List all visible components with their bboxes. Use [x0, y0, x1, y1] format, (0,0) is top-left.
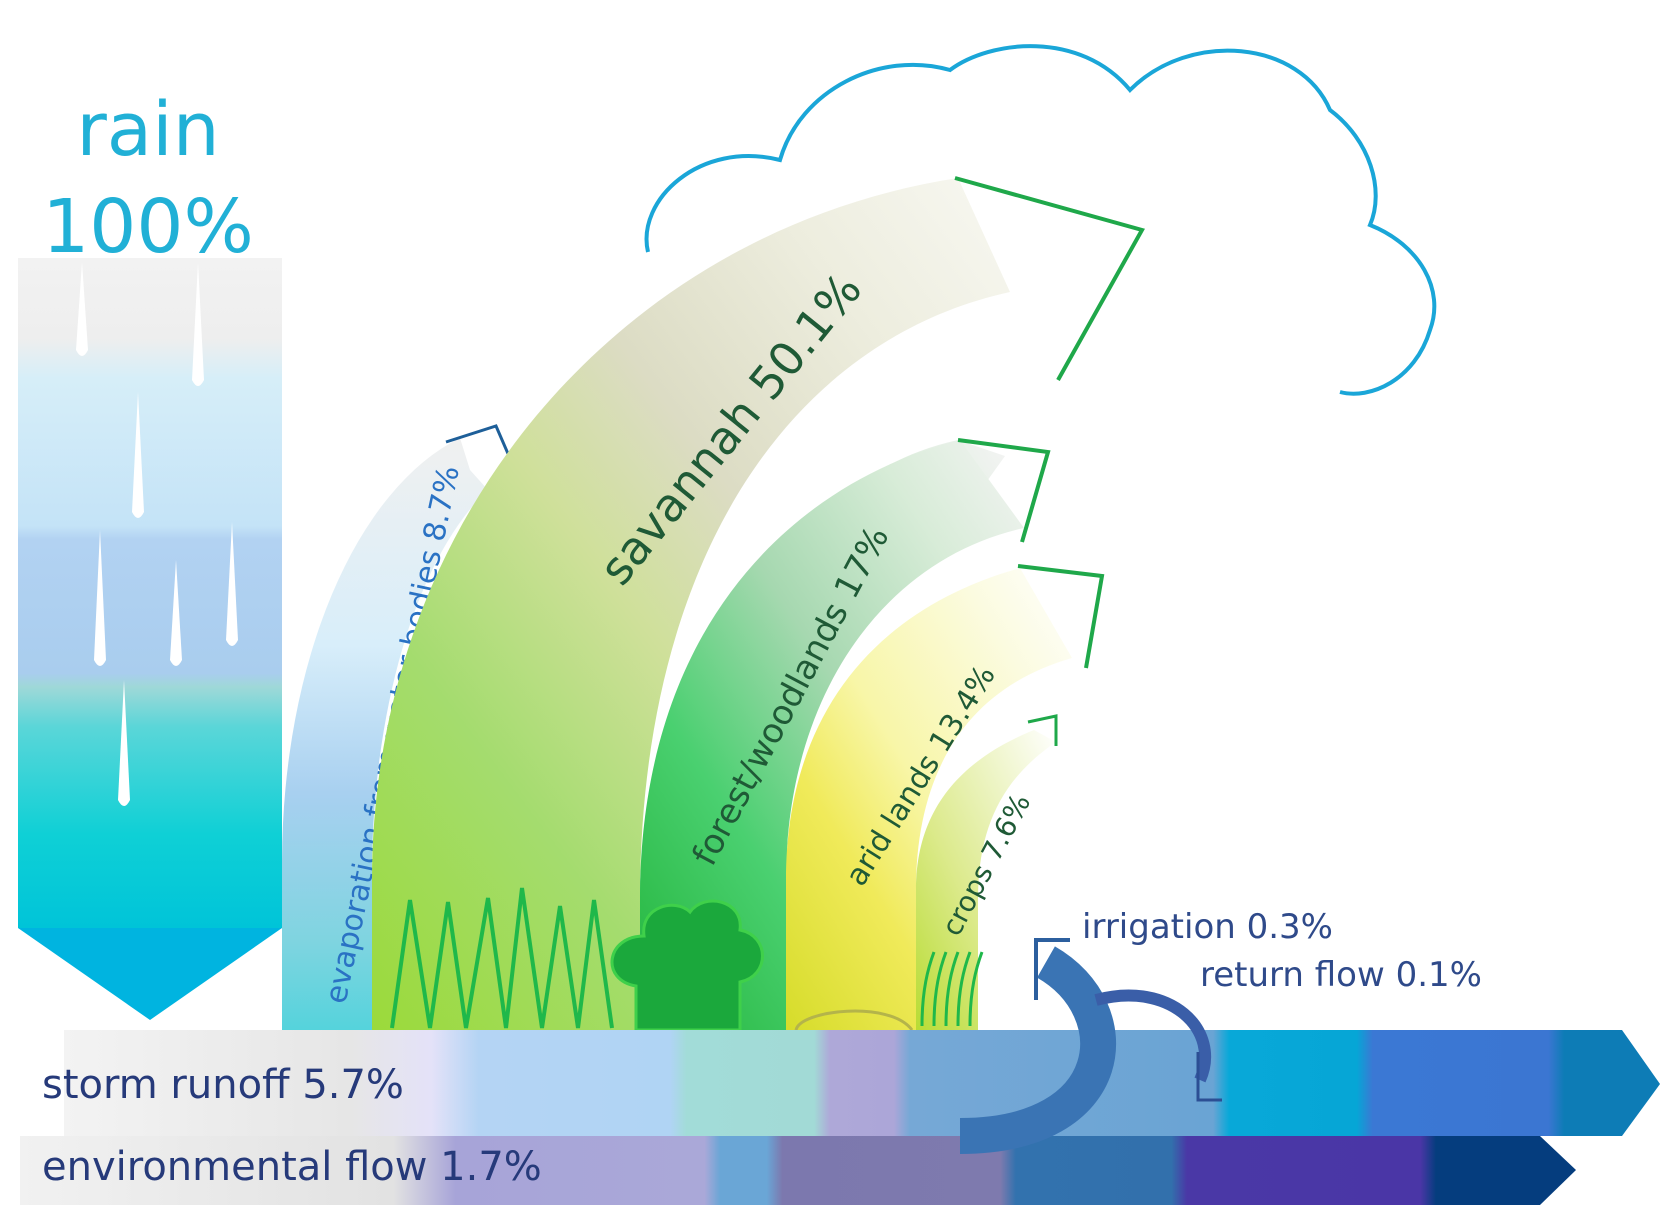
evaporation-band — [282, 438, 488, 1030]
rain-column — [18, 258, 282, 928]
return-flow-arrow-head — [1196, 1052, 1222, 1102]
storm-runoff-label: storm runoff 5.7% — [42, 1062, 404, 1108]
savannah-band — [372, 178, 1010, 1030]
crops-band — [916, 730, 1056, 1030]
forest-woodlands-band — [640, 440, 1024, 1030]
savannah-arrow-head — [954, 176, 1145, 381]
rain-column-arrow — [18, 928, 282, 1020]
irrigation-label: irrigation 0.3% — [1082, 907, 1333, 947]
arid-arrow-head — [1017, 564, 1105, 669]
irrigation-arrow-head — [1034, 938, 1070, 1000]
arid-ground-mound — [794, 1009, 914, 1031]
environmental-flow-label: environmental flow 1.7% — [42, 1144, 542, 1190]
environmental-flow-bar — [20, 1136, 1576, 1205]
crops-arrow-head — [1027, 714, 1058, 746]
grass-icon — [390, 887, 614, 1029]
cloud-icon — [644, 44, 1437, 396]
arid-lands-band — [786, 568, 1072, 1030]
return-flow-label: return flow 0.1% — [1200, 955, 1482, 995]
irrigation-arrow — [959, 946, 1117, 1154]
storm-runoff-bar — [64, 1030, 1660, 1136]
forest-arrow-head — [957, 438, 1051, 543]
rain-value: 100% — [42, 184, 254, 270]
tree-icon — [610, 899, 764, 1032]
raindrop-icon — [76, 262, 238, 806]
rain-label: rain — [76, 87, 219, 173]
crops-icon — [920, 951, 984, 1027]
return-flow-arrow — [1094, 989, 1211, 1083]
